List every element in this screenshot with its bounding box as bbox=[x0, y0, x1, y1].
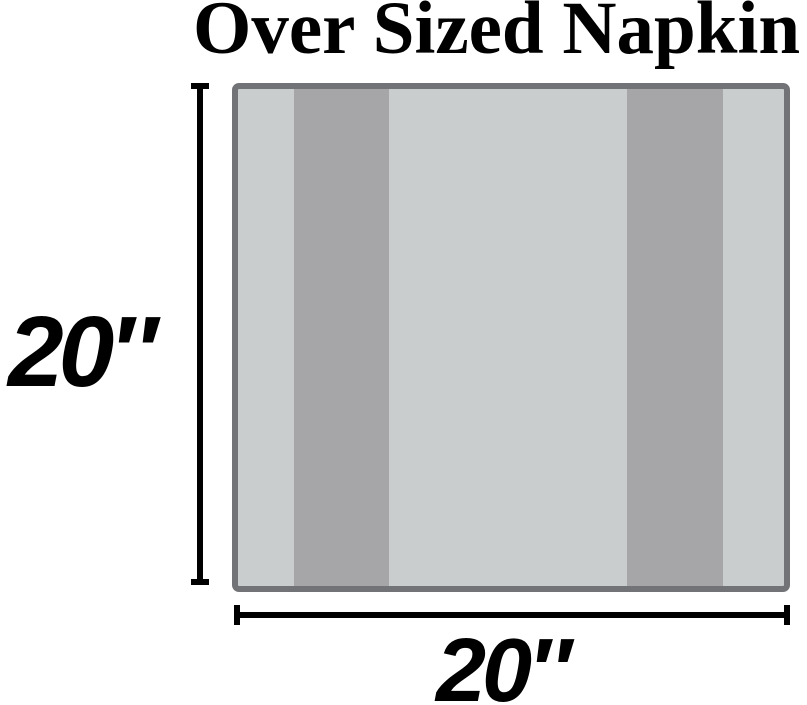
product-title: Over Sized Napkin bbox=[193, 0, 801, 70]
napkin-stripe-right bbox=[627, 89, 723, 586]
height-dimension-line bbox=[197, 86, 203, 584]
napkin-stripe-left bbox=[294, 89, 389, 586]
height-dimension-top-cap bbox=[191, 83, 209, 89]
width-dimension-right-cap bbox=[784, 605, 790, 625]
napkin-image bbox=[232, 83, 790, 592]
height-dimension-label: 20″ bbox=[8, 296, 157, 408]
width-dimension-label: 20″ bbox=[436, 621, 571, 705]
napkin-fabric bbox=[238, 89, 784, 586]
width-dimension-left-cap bbox=[234, 605, 240, 625]
height-dimension-bottom-cap bbox=[191, 579, 209, 585]
width-dimension-line bbox=[236, 612, 788, 618]
